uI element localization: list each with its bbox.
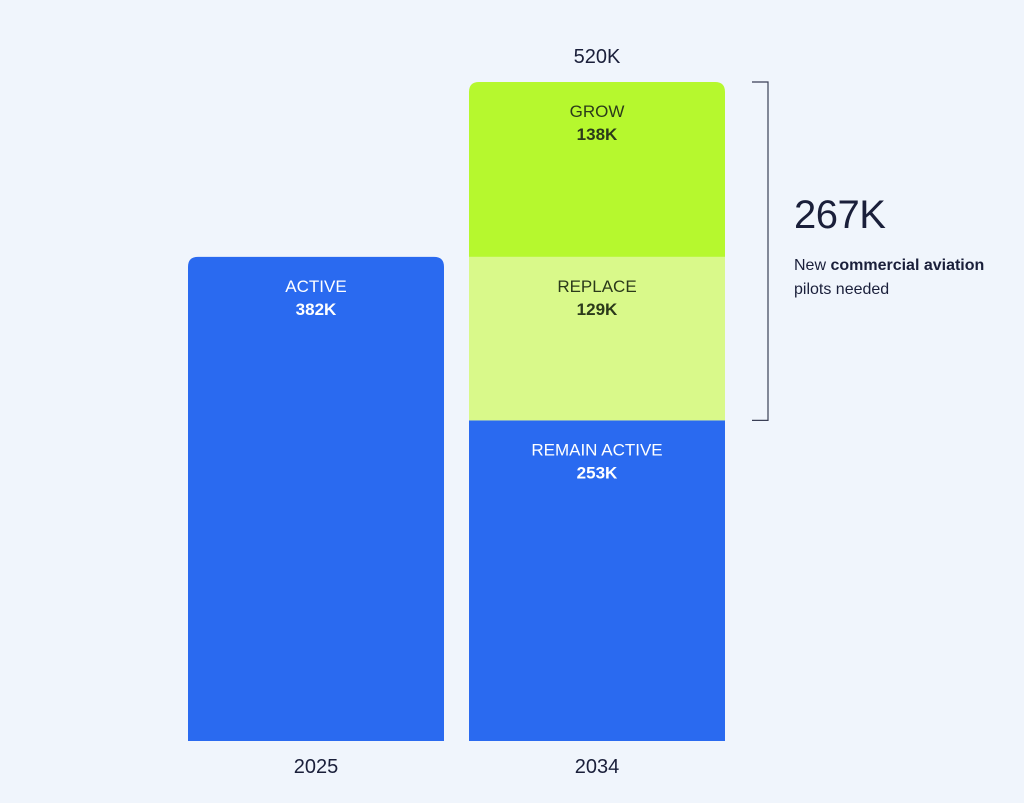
segment-value-replace: 129K <box>577 300 618 319</box>
annotation-text: New commercial aviation pilots needed <box>794 254 994 302</box>
bar-segment-remain-active <box>469 420 725 741</box>
segment-value-active: 382K <box>296 300 337 319</box>
annotation-value: 267K <box>794 193 886 237</box>
segment-label-active: ACTIVE <box>285 277 346 296</box>
x-tick-label-2034: 2034 <box>575 756 620 778</box>
segment-value-remain-active: 253K <box>577 463 618 482</box>
bracket <box>752 81 769 421</box>
segment-value-grow: 138K <box>577 125 618 144</box>
bar-segment-grow <box>469 82 725 257</box>
bar-total-label: 520K <box>574 46 621 68</box>
annotation-text-part: commercial aviation <box>830 257 985 274</box>
bar-segment-active <box>188 256 444 741</box>
annotation-text-part: pilots needed <box>794 281 890 298</box>
segment-label-remain-active: REMAIN ACTIVE <box>531 440 662 459</box>
segment-label-replace: REPLACE <box>557 277 636 296</box>
annotation-text-part: New <box>794 257 831 274</box>
x-tick-label-2025: 2025 <box>294 756 339 778</box>
annotation: 267K New commercial aviation pilots need… <box>794 190 994 302</box>
segment-label-grow: GROW <box>570 102 625 121</box>
bar-segment-replace <box>469 256 725 421</box>
